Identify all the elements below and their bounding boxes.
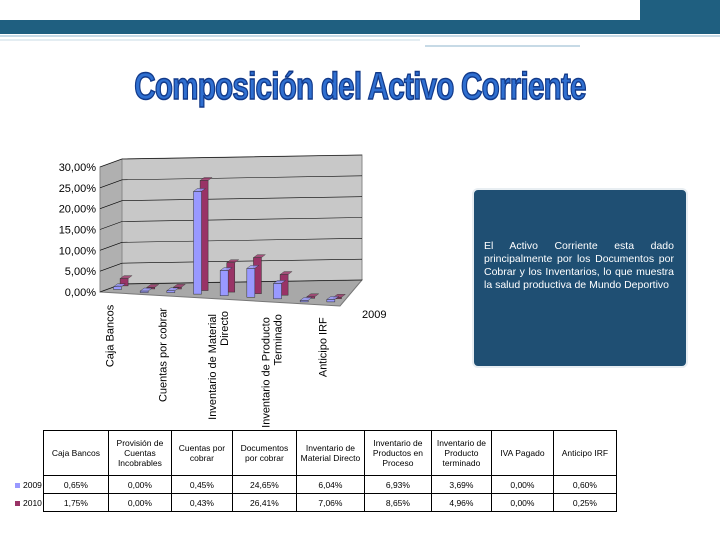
grid-line (99, 262, 123, 272)
bar-top (306, 293, 320, 298)
corner (14, 431, 43, 476)
table-cell: 7,06% (295, 493, 365, 512)
table-cell: 6,93% (363, 475, 432, 494)
grid-line (99, 158, 123, 168)
table-cell: 0,43% (170, 493, 233, 512)
grid-line (99, 200, 123, 209)
column-header: Caja Bancos (42, 430, 109, 476)
column-header: Cuentas por cobrar (170, 430, 233, 476)
bar-top (246, 265, 260, 269)
title: Composición del Activo Corriente (134, 65, 587, 109)
table-cell: 0,60% (552, 475, 617, 494)
table-cell: 4,96% (430, 493, 492, 512)
legend-swatch (15, 500, 20, 506)
grid-line (99, 221, 123, 230)
depth-label: 2009 (362, 309, 386, 321)
legend-swatch (15, 482, 20, 488)
bar (219, 270, 229, 296)
bar (246, 268, 256, 298)
x-tick-label: Inventario de Producto Terminado (260, 314, 284, 428)
table-cell: 6,04% (295, 475, 365, 494)
y-tick-label: 5,00% (65, 266, 96, 278)
header-band (0, 0, 720, 47)
y-tick-label: 30,00% (59, 162, 97, 174)
table-cell: 1,75% (42, 493, 109, 512)
table-cell: 0,65% (42, 475, 109, 494)
bar-top (112, 283, 127, 288)
column-header: Inventario de Productos en Proceso (363, 430, 432, 476)
note: El Activo Corriente esta dado principalm… (472, 188, 688, 368)
table-cell: 3,69% (430, 475, 492, 494)
x-tick-label: Cuentas por cobrar (158, 308, 170, 402)
bar (193, 191, 202, 295)
legend-label: 2010 (23, 497, 42, 508)
table-cell: 0,00% (490, 475, 554, 494)
bar-top (279, 271, 293, 275)
bar-top (139, 287, 153, 292)
table-cell: 0,45% (170, 475, 233, 494)
x-tick-label: Caja Bancos (104, 304, 116, 367)
column-header: Provisión de Cuentas Incobrables (107, 430, 172, 476)
column-header: Inventario de Producto terminado (430, 430, 492, 476)
bar-top (272, 280, 287, 284)
bar (326, 299, 336, 303)
y-tick-label: 10,00% (59, 245, 97, 257)
y-tick-label: 0,00% (65, 287, 96, 299)
table-cell: 26,41% (231, 493, 297, 512)
grid-line (121, 175, 363, 181)
table-cell: 0,00% (490, 493, 554, 512)
band (0, 20, 720, 34)
table-cell: 0,00% (107, 493, 172, 512)
bar-top (326, 296, 340, 300)
x-tick-label: Inventario de Material Directo (207, 311, 231, 420)
bar-top (252, 254, 267, 258)
table-cell: 24,65% (231, 475, 297, 494)
column-header: IVA Pagado (490, 430, 554, 476)
grid-line (121, 217, 363, 222)
y-tick-label: 20,00% (59, 204, 97, 216)
row-label: 2009 (14, 476, 43, 494)
bar (166, 290, 176, 293)
grid-line (121, 196, 363, 201)
bar-top (192, 188, 207, 192)
bar-top (119, 275, 133, 279)
grid-line (121, 258, 363, 264)
x-tick-label: Anticipo IRF (318, 317, 330, 377)
column-header: Anticipo IRF (552, 430, 617, 476)
y-tick-label: 25,00% (59, 183, 97, 195)
table-cell: 8,65% (363, 493, 432, 512)
grid-line (99, 242, 123, 251)
grid-line (99, 179, 123, 189)
legend-label: 2009 (23, 479, 42, 490)
band-right (640, 0, 720, 34)
bar-top (299, 297, 313, 301)
y-tick-label: 15,00% (59, 225, 97, 237)
table-cell: 0,25% (552, 493, 617, 512)
column-header: Inventario de Material Directo (295, 430, 365, 476)
grid-line (121, 238, 363, 243)
data-table: Caja Bancos Provisión de Cuentas Incobrab… (14, 430, 617, 512)
column-header: Documentos por cobrar (231, 430, 297, 476)
bar-top (166, 287, 180, 291)
bar (113, 286, 122, 290)
bar-top (226, 259, 240, 263)
bar-top (146, 284, 160, 288)
table-cell: 0,00% (107, 475, 172, 494)
grid-line (121, 279, 363, 285)
row-label: 2010 (14, 494, 43, 512)
bar-top (172, 283, 187, 288)
bar (273, 283, 282, 300)
bar-top (219, 267, 233, 271)
bar-top (199, 177, 213, 181)
grid-line (121, 154, 363, 160)
